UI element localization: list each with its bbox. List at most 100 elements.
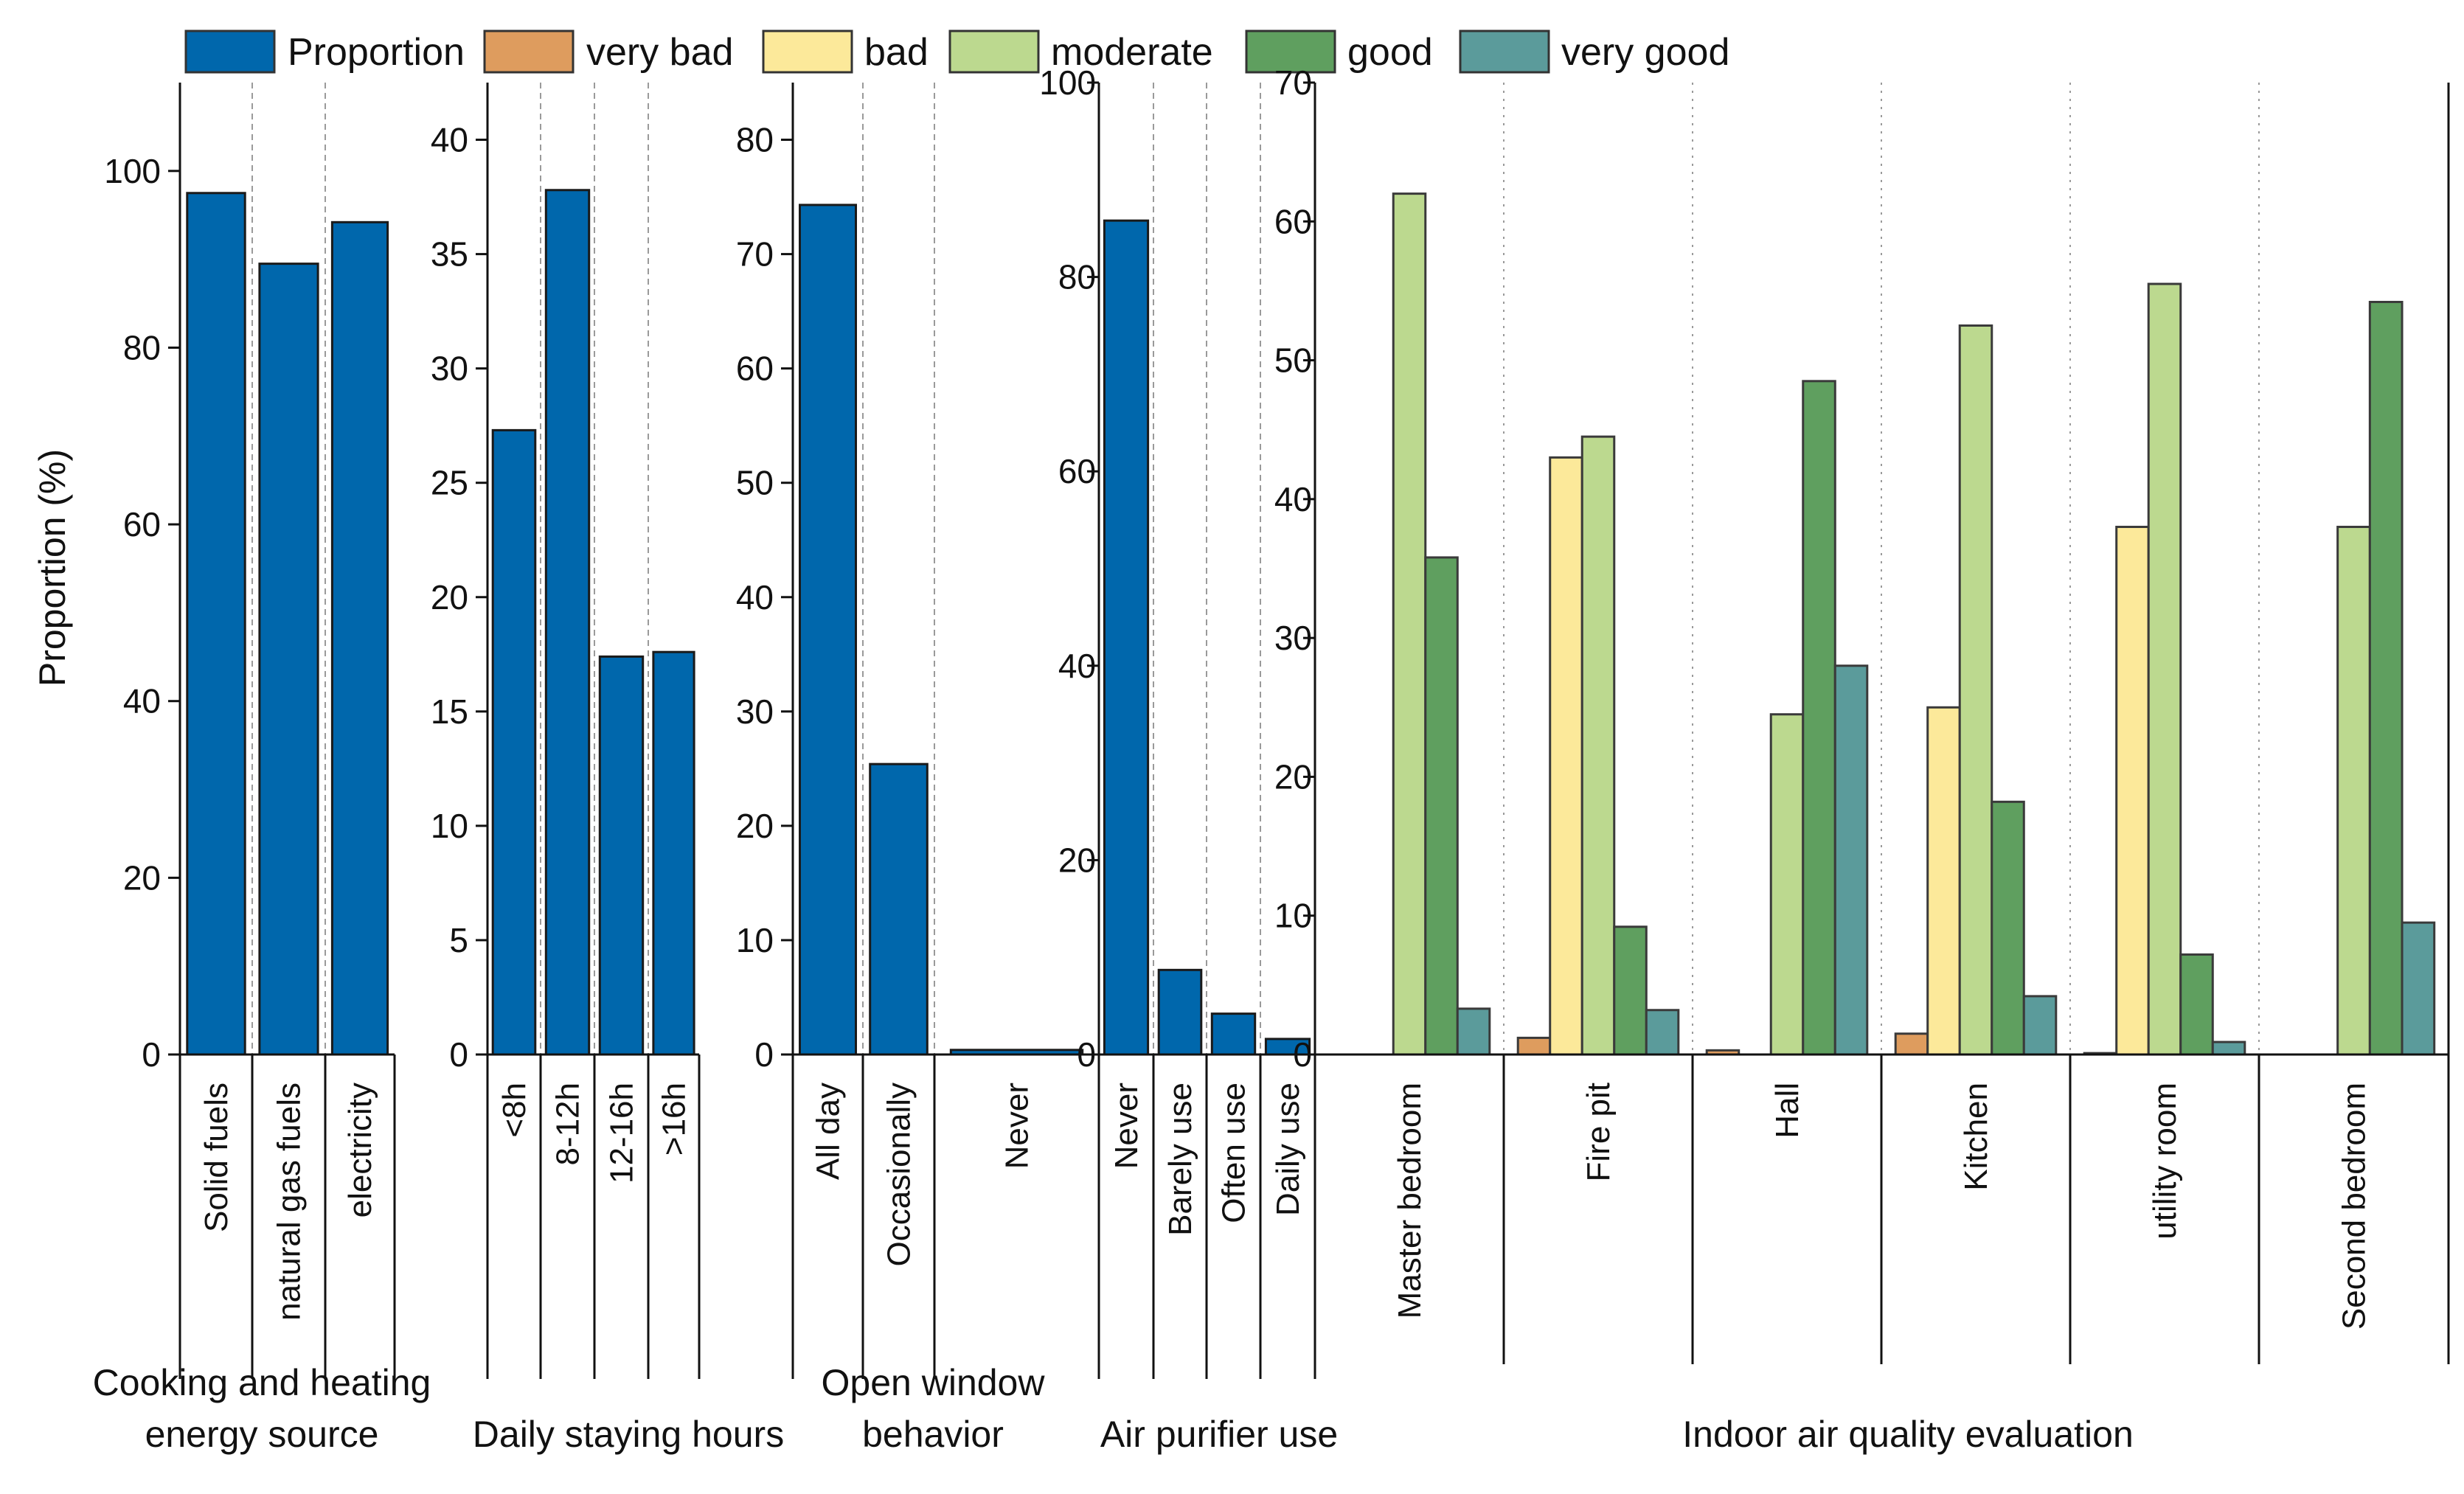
panel-4-bar-barely-use	[1157, 968, 1203, 1056]
panel-4-bar-often-use	[1210, 1012, 1257, 1056]
panel-3-y-tick-label: 80	[736, 121, 774, 159]
panel-4-y-tick-label: 100	[1039, 63, 1096, 102]
panel-3-y-tick-label: 20	[736, 807, 774, 845]
panel-3-category-label-all-day: All day	[811, 1083, 847, 1180]
panel-1-title-line-2: energy source	[145, 1414, 379, 1455]
panel-5-bar-fire-pit-moderate	[1580, 435, 1616, 1056]
panel-1-category-label-electricity: electricity	[342, 1083, 378, 1217]
panel-5-bar-kitchen-very-bad	[1894, 1032, 1929, 1056]
panel-3-bar-occasionally	[869, 762, 929, 1056]
panel-3-title-line-2: behavior	[862, 1414, 1004, 1455]
panel-5-category-label-master-bedroom: Master bedroom	[1392, 1083, 1428, 1318]
panel-5-y-tick-label: 10	[1274, 897, 1312, 935]
panel-5-y-tick-label: 50	[1274, 341, 1312, 380]
panel-5-bar-kitchen-moderate	[1958, 324, 1993, 1056]
panel-4-bar-never	[1103, 219, 1150, 1056]
panel-2-bar-16h	[652, 650, 695, 1056]
panel-5-bar-second-bedroom-very-good	[2401, 921, 2436, 1056]
legend-swatch-very-bad	[483, 29, 575, 74]
panel-3-y-tick-label: 10	[736, 921, 774, 959]
panel-2-bar-12-16h	[598, 655, 645, 1056]
panel-1-y-tick-label: 20	[123, 858, 161, 897]
panel-2-title-line-1: Daily staying hours	[473, 1414, 784, 1455]
panel-3-y-tick-label: 0	[754, 1035, 774, 1074]
panel-3-y-tick-label: 30	[736, 692, 774, 731]
panel-5-title-line-1: Indoor air quality evaluation	[1682, 1414, 2134, 1455]
y-axis-title: Proportion (%)	[32, 449, 73, 687]
panel-5-bar-utility-room-moderate	[2147, 282, 2182, 1056]
panel-2-y-tick-label: 5	[449, 921, 468, 959]
legend-label-bad: bad	[864, 31, 929, 74]
panel-4-y-tick-label: 20	[1058, 841, 1096, 879]
panel-5-bar-fire-pit-good	[1613, 925, 1648, 1056]
panel-5-y-tick-label: 70	[1274, 63, 1312, 102]
panel-5-y-tick-label: 0	[1293, 1035, 1312, 1074]
panel-5-bar-hall-good	[1802, 380, 1836, 1056]
legend-swatch-good	[1245, 29, 1336, 74]
panel-2-category-label-16h: >16h	[656, 1083, 693, 1156]
panel-5-bar-master-bedroom-moderate	[1392, 192, 1427, 1056]
panel-4-y-tick-label: 0	[1077, 1035, 1096, 1074]
panel-5-bar-kitchen-good	[1991, 800, 2025, 1056]
panel-3-category-label-never: Never	[999, 1083, 1035, 1169]
legend-label-proportion: Proportion	[288, 31, 465, 74]
panel-2-y-tick-label: 30	[431, 350, 468, 388]
panel-1-category-label-natural-gas-fuels: natural gas fuels	[271, 1083, 308, 1321]
panel-5-bar-fire-pit-very-bad	[1516, 1036, 1552, 1056]
panel-5-bar-utility-room-good	[2179, 953, 2214, 1056]
legend-label-very-bad: very bad	[586, 31, 733, 74]
legend-label-very-good: very good	[1561, 31, 1729, 74]
panel-5-bar-second-bedroom-good	[2368, 300, 2404, 1056]
panel-5-bar-kitchen-very-good	[2022, 995, 2058, 1056]
legend-swatch-bad	[762, 29, 853, 74]
panel-2-bar-8h	[491, 428, 537, 1056]
legend: Proportion very bad bad moderate good very go…	[184, 29, 1729, 74]
panel-5-category-label-kitchen: Kitchen	[1958, 1083, 1994, 1191]
panel-1-category-label-solid-fuels: Solid fuels	[198, 1083, 235, 1232]
panel-2-bar-8-12h	[544, 189, 591, 1056]
panel-5-category-label-hall: Hall	[1769, 1083, 1805, 1139]
legend-label-good: good	[1347, 31, 1433, 74]
panel-1-y-tick-label: 100	[104, 152, 161, 190]
panel-5-category-label-second-bedroom: Second bedroom	[2336, 1083, 2373, 1330]
panel-2-category-label-12-16h: 12-16h	[604, 1083, 640, 1184]
panel-1-bar-solid-fuels	[186, 192, 246, 1056]
panel-1-bar-natural-gas-fuels	[258, 263, 319, 1056]
panel-5-bar-hall-very-good	[1833, 664, 1869, 1056]
panel-1-bar-electricity	[330, 220, 389, 1056]
panel-5-category-label-fire-pit: Fire pit	[1580, 1083, 1617, 1181]
panel-5-bar-master-bedroom-good	[1424, 556, 1459, 1056]
panel-2-y-tick-label: 10	[431, 807, 468, 845]
panel-4-category-label-never: Never	[1108, 1083, 1145, 1169]
panel-1-title-line-1: Cooking and heating	[93, 1362, 431, 1403]
panel-2-y-tick-label: 40	[431, 121, 468, 159]
panel-1-y-tick-label: 0	[142, 1035, 161, 1074]
panel-3-category-label-occasionally: Occasionally	[881, 1083, 917, 1266]
panel-5-bar-second-bedroom-moderate	[2336, 526, 2371, 1056]
panel-1-y-tick-label: 60	[123, 505, 161, 543]
panel-4-category-label-barely-use: Barely use	[1162, 1083, 1198, 1236]
panel-2-y-tick-label: 15	[431, 692, 468, 731]
panel-5-bar-utility-room-very-good	[2211, 1040, 2246, 1056]
panel-5-bar-fire-pit-bad	[1549, 456, 1583, 1056]
legend-swatch-moderate	[948, 29, 1040, 74]
panel-5-bar-utility-room-bad	[2115, 526, 2150, 1056]
panel-4-y-tick-label: 40	[1058, 647, 1096, 685]
panel-2-category-label-8h: <8h	[496, 1083, 532, 1138]
panel-2-y-tick-label: 0	[449, 1035, 468, 1074]
panel-2-y-tick-label: 20	[431, 578, 468, 616]
panel-3-title-line-1: Open window	[822, 1362, 1046, 1403]
legend-swatch-proportion	[184, 29, 276, 74]
panel-3-y-tick-label: 60	[736, 350, 774, 388]
panel-5-bar-hall-moderate	[1769, 713, 1805, 1056]
panel-5-bar-fire-pit-very-good	[1645, 1009, 1680, 1056]
panel-5-bar-master-bedroom-very-good	[1456, 1007, 1491, 1056]
panel-5-y-tick-label: 60	[1274, 202, 1312, 240]
panel-4-y-tick-label: 60	[1058, 452, 1096, 490]
panel-3-y-tick-label: 70	[736, 235, 774, 274]
legend-swatch-very-good	[1459, 29, 1550, 74]
panel-1-y-tick-label: 80	[123, 328, 161, 366]
